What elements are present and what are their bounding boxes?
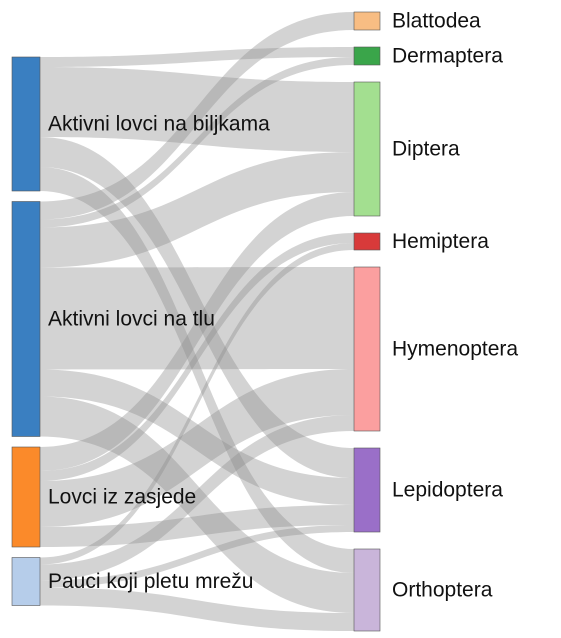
node [353, 232, 381, 251]
nodes: Aktivni lovci na biljkama Aktivni lovci n… [11, 10, 518, 632]
link [40, 396, 354, 613]
links [40, 12, 354, 631]
link [40, 57, 354, 228]
node-label: Aktivni lovci na tlu [48, 308, 215, 331]
link [40, 233, 354, 481]
node-label: Aktivni lovci na biljkama [48, 113, 270, 136]
link [40, 369, 354, 505]
node [11, 201, 41, 437]
link [40, 369, 354, 527]
node [353, 447, 381, 533]
node-label: Lovci iz zasjede [48, 486, 196, 509]
node [11, 557, 41, 606]
node [353, 81, 381, 217]
node-label: Diptera [392, 138, 460, 161]
link [40, 137, 354, 478]
node [11, 56, 41, 192]
node-label: Hymenoptera [392, 338, 518, 361]
link [40, 192, 354, 471]
node [11, 446, 41, 548]
link [40, 505, 354, 547]
node-label: Lepidoptera [392, 479, 503, 502]
node-label: Pauci koji pletu mrežu [48, 570, 253, 593]
link [40, 243, 354, 565]
node [353, 548, 381, 632]
link [40, 47, 354, 67]
node-label: Hemiptera [392, 230, 489, 253]
node [353, 266, 381, 432]
node [353, 11, 381, 31]
node-label: Orthoptera [392, 579, 493, 602]
link [40, 167, 354, 573]
link [40, 67, 354, 152]
node-label: Dermaptera [392, 45, 503, 68]
link [40, 12, 354, 220]
node-label: Blattodea [392, 10, 481, 33]
link [40, 415, 354, 581]
link [40, 587, 354, 631]
link [40, 267, 354, 370]
link [40, 152, 354, 268]
link [40, 525, 354, 588]
node [353, 46, 381, 66]
